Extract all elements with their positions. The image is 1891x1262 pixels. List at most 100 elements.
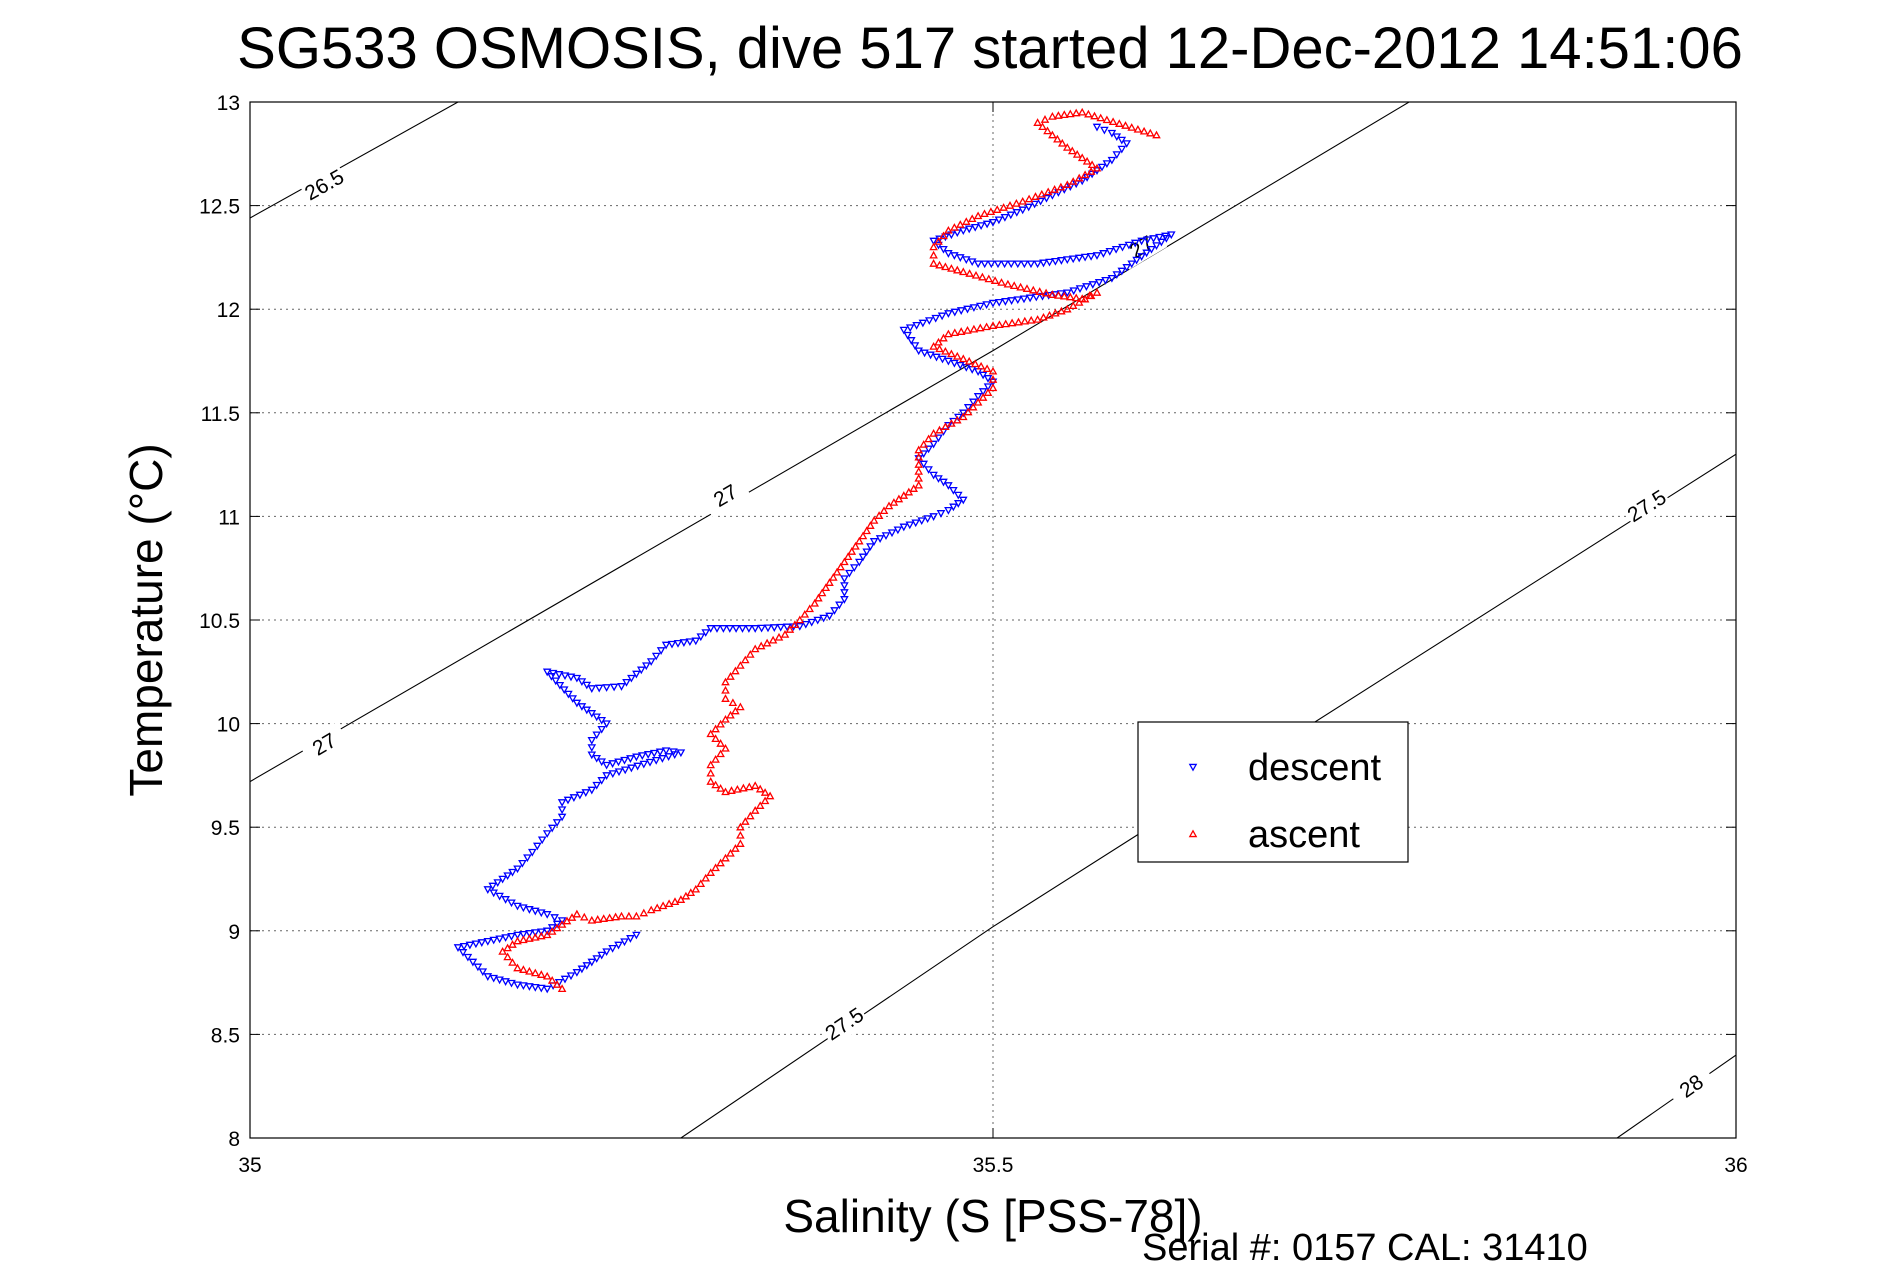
descent-point [906,337,916,345]
ascent-point [755,801,765,809]
descent-point [527,848,537,857]
descent-point [1013,260,1023,269]
ascent-point [1035,287,1045,295]
descent-point [627,674,636,683]
descent-point [963,404,973,412]
ascent-point [1086,167,1096,175]
ascent-point [530,968,540,977]
descent-point [664,753,673,761]
contour-label-group: 26.5 [298,162,350,207]
descent-point [581,789,591,797]
descent-point [1092,123,1102,132]
descent-point [519,904,528,913]
descent-point [507,932,516,941]
descent-point [1033,260,1042,269]
descent-point [554,671,564,679]
descent-point [661,747,671,756]
ascent-point [963,407,973,416]
descent-point [953,491,963,500]
descent-point [495,892,504,901]
ascent-point [862,526,872,535]
descent-point [1137,237,1146,246]
descent-point [869,538,879,546]
descent-point [731,625,741,633]
descent-point [1122,264,1132,272]
ascent-point [941,346,950,355]
descent-point [564,690,573,699]
descent-point [614,941,623,950]
ascent-point [513,963,522,972]
descent-point [1099,250,1108,258]
contour-label-group: 27.5 [818,1000,870,1048]
descent-point [459,942,469,951]
descent-point [542,911,552,919]
ascent-point [1121,121,1130,129]
x-tick-label: 35.5 [973,1154,1014,1177]
ascent-point [670,897,680,906]
ascent-point [950,223,959,231]
descent-point [1062,256,1072,265]
descent-point [914,455,924,463]
descent-point [547,824,557,833]
ascent-point [547,975,557,984]
ascent-point [982,364,992,373]
ascent-point [795,615,805,624]
descent-point [641,662,651,671]
ascent-point [1048,111,1057,120]
ascent-point [1054,290,1063,299]
ascent-point [503,952,512,961]
ascent-point [731,666,740,675]
ascent-point [944,329,953,338]
ascent-point [1062,304,1072,313]
ascent-point [869,515,879,524]
ascent-point [755,784,765,793]
descent-point [1000,213,1010,222]
contour-line-27 [250,102,1410,783]
ascent-point [967,214,977,223]
ascent-point [1074,298,1084,306]
descent-point [489,936,499,945]
descent-point [656,647,666,655]
descent-point [537,836,547,845]
ascent-point [711,734,720,743]
y-tick-label: 11 [218,506,240,529]
descent-point [944,482,953,490]
contour-line-26-5 [250,102,459,219]
ascent-point [552,923,562,932]
ascent-point [587,915,597,924]
descent-point [825,612,834,621]
descent-point [964,225,974,234]
descent-point [1045,258,1054,267]
descent-point [557,799,567,807]
descent-point [563,796,573,805]
ascent-point [525,966,534,975]
ascent-point [1068,301,1078,310]
descent-point [961,364,971,372]
descent-point [975,302,985,311]
descent-point [632,931,641,940]
descent-point [587,786,597,795]
ascent-point [1062,143,1072,151]
descent-point [513,902,522,911]
ascent-point [965,269,974,277]
descent-point [608,944,617,953]
ascent-point [952,415,962,424]
ascent-point [498,946,507,955]
descent-point [1074,254,1084,263]
ascent-point [1071,293,1081,302]
ascent-point [750,806,760,814]
ascent-point [1022,284,1032,292]
ascent-point [971,270,981,279]
descent-point [525,983,534,991]
legend-label-ascent: ascent [1248,814,1360,856]
descent-point [587,685,597,693]
descent-point [929,440,938,449]
ascent-point [1145,128,1155,137]
descent-point [542,668,552,677]
ascent-point [935,425,944,434]
ascent-point [955,220,965,228]
ascent-point [1053,134,1062,143]
descent-point [926,351,935,360]
ascent-point [785,625,795,633]
descent-point [819,614,828,623]
